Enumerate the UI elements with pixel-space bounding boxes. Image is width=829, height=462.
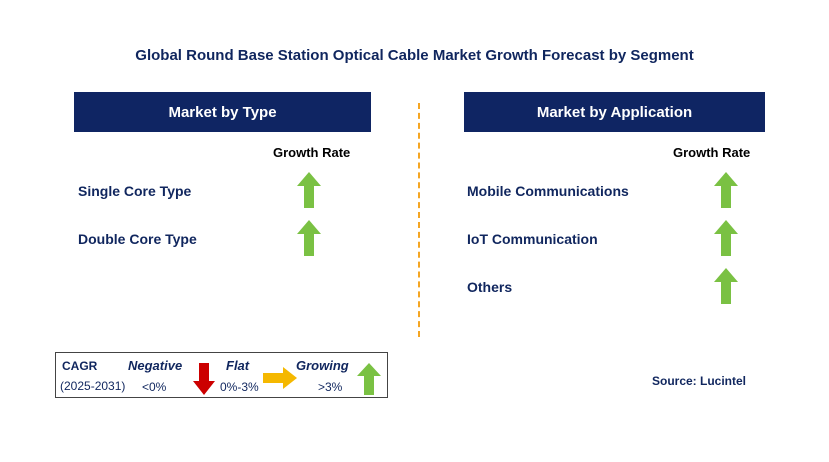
legend-flat-label: Flat <box>226 358 250 373</box>
type-row-label-double-core: Double Core Type <box>78 231 197 247</box>
up-arrow-icon <box>714 268 738 304</box>
legend-cagr-label: CAGR <box>62 359 98 373</box>
market-by-application-header: Market by Application <box>464 92 765 132</box>
legend-period: (2025-2031) <box>60 379 126 393</box>
right-arrow-icon <box>263 367 297 389</box>
up-arrow-icon <box>714 220 738 256</box>
legend-growing-range: >3% <box>318 380 343 394</box>
legend-flat-range: 0%-3% <box>220 380 259 394</box>
application-row-label-mobile: Mobile Communications <box>467 183 629 199</box>
legend-negative-label: Negative <box>128 358 183 373</box>
legend-growing-label: Growing <box>296 358 349 373</box>
application-row-label-iot: IoT Communication <box>467 231 598 247</box>
up-arrow-icon <box>714 172 738 208</box>
panel-divider <box>418 103 420 337</box>
down-arrow-icon <box>193 363 215 395</box>
legend-negative-range: <0% <box>142 380 167 394</box>
chart-title: Global Round Base Station Optical Cable … <box>135 47 694 64</box>
market-by-type-header: Market by Type <box>74 92 371 132</box>
type-growth-rate-label: Growth Rate <box>273 145 351 160</box>
application-row-label-others: Others <box>467 279 513 295</box>
type-row-label-single-core: Single Core Type <box>78 183 192 199</box>
application-growth-rate-label: Growth Rate <box>673 145 751 160</box>
up-arrow-icon <box>297 172 321 208</box>
cagr-legend: CAGR (2025-2031) Negative <0% Flat 0%-3%… <box>55 352 388 398</box>
up-arrow-icon <box>357 363 381 395</box>
source-label: Source: Lucintel <box>652 374 747 388</box>
up-arrow-icon <box>297 220 321 256</box>
